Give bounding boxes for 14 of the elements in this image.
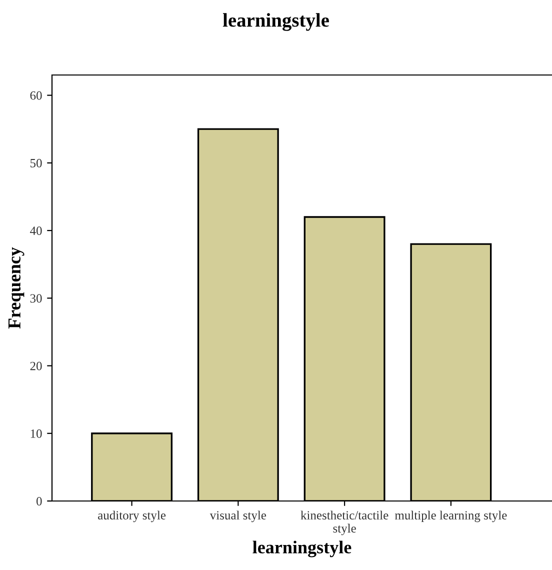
y-axis-title: Frequency — [8, 247, 24, 329]
x-tick-label: visual style — [210, 510, 266, 522]
x-tick-label: kinesthetic/tactile style — [300, 510, 388, 536]
y-tick-label: 30 — [30, 294, 42, 303]
y-tick-label: 60 — [30, 91, 42, 100]
y-tick-label: 50 — [30, 158, 42, 168]
y-tick-label: 20 — [30, 362, 42, 370]
y-tick-label: 40 — [30, 226, 42, 235]
chart-title: learningstyle — [222, 13, 329, 31]
x-tick-label: multiple learning style — [394, 510, 507, 522]
y-tick-label: 0 — [36, 497, 42, 506]
x-tick-label: auditory style — [98, 510, 166, 522]
y-tick-label: 10 — [30, 429, 42, 438]
x-axis-title: learningstyle — [252, 540, 352, 558]
